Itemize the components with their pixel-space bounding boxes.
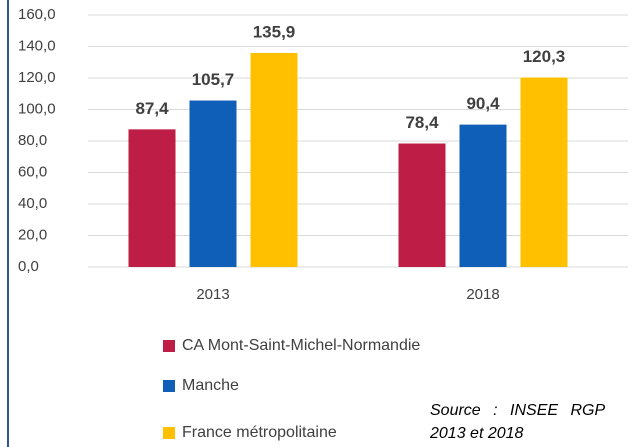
bar: [250, 52, 298, 267]
value-label: 90,4: [466, 94, 500, 113]
source-note: 2013 et 2018: [429, 425, 524, 442]
y-tick-label: 40,0: [18, 195, 47, 212]
legend-label: France métropolitaine: [182, 424, 337, 441]
y-tick-label: 60,0: [18, 163, 47, 180]
source-note: Source : INSEE RGP: [430, 402, 605, 419]
value-label: 120,3: [523, 47, 566, 66]
legend-swatch: [163, 340, 175, 352]
bar: [128, 129, 176, 267]
legend-label: Manche: [182, 377, 239, 394]
y-tick-label: 140,0: [18, 37, 56, 54]
x-tick-label: 2013: [196, 286, 229, 303]
value-label: 78,4: [405, 113, 439, 132]
value-label: 105,7: [192, 70, 235, 89]
bar: [459, 124, 507, 268]
y-tick-label: 80,0: [18, 132, 47, 149]
value-label: 135,9: [253, 22, 296, 41]
y-tick-label: 100,0: [18, 100, 56, 117]
y-tick-label: 20,0: [18, 226, 47, 243]
y-tick-label: 0,0: [18, 258, 39, 275]
bar: [398, 143, 446, 267]
bar: [520, 77, 568, 267]
legend-label: CA Mont-Saint-Michel-Normandie: [182, 337, 420, 354]
bar: [189, 100, 237, 268]
x-tick-label: 2018: [466, 286, 499, 303]
legend-swatch: [163, 380, 175, 392]
value-label: 87,4: [135, 99, 169, 118]
y-tick-label: 120,0: [18, 69, 56, 86]
legend-swatch: [163, 427, 175, 439]
y-tick-label: 160,0: [18, 6, 56, 23]
